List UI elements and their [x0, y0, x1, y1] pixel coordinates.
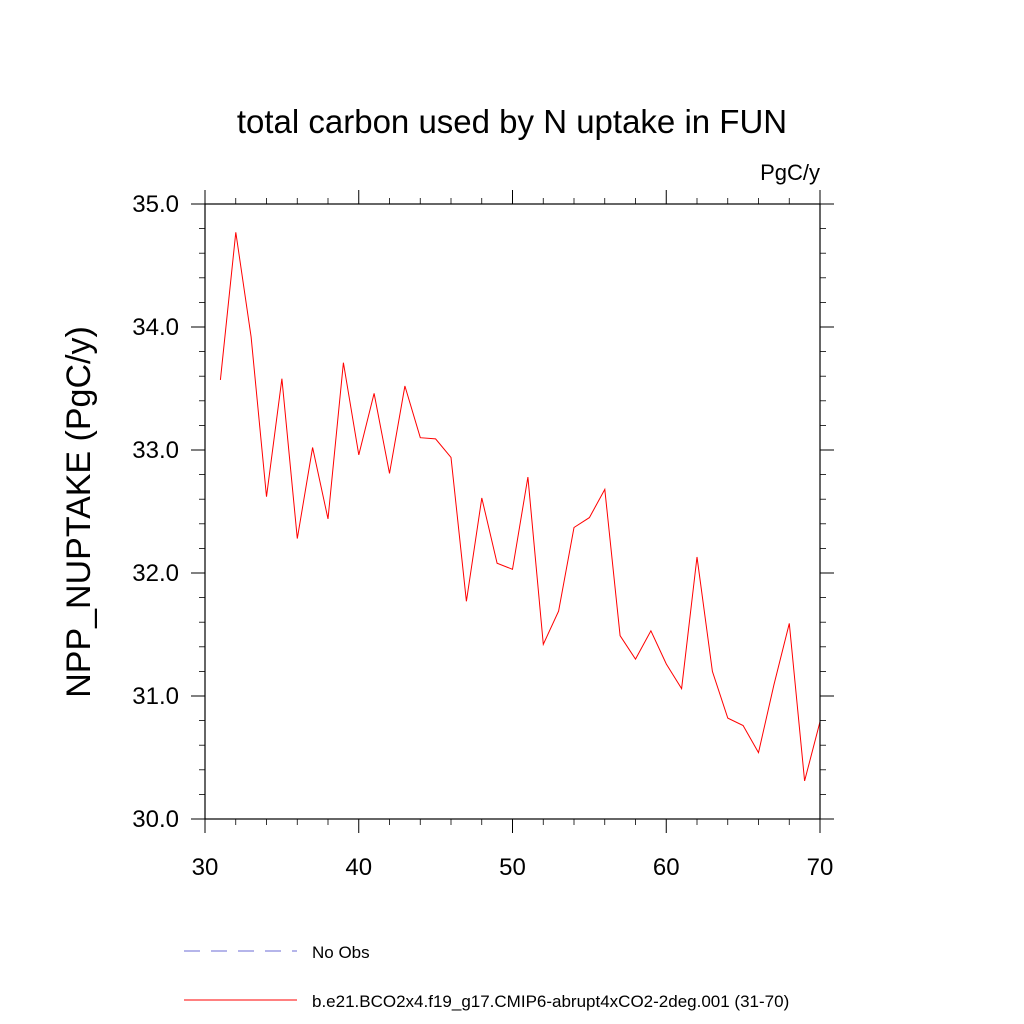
- legend: No Obs b.e21.BCO2x4.f19_g17.CMIP6-abrupt4…: [184, 943, 789, 1011]
- y-tick-label: 35.0: [132, 191, 179, 218]
- units-label: PgC/y: [760, 160, 820, 185]
- tick-labels: 30 40 50 60 70 30.0 31.0 32.0 33.0 34.0 35.0: [132, 191, 833, 881]
- y-tick-label: 33.0: [132, 437, 179, 464]
- y-tick-label: 32.0: [132, 560, 179, 587]
- y-tick-label: 31.0: [132, 683, 179, 710]
- series-group: [219, 232, 821, 782]
- x-tick-label: 30: [192, 854, 219, 881]
- chart-title: total carbon used by N uptake in FUN: [237, 103, 787, 140]
- legend-label: b.e21.BCO2x4.f19_g17.CMIP6-abrupt4xCO2-2…: [312, 992, 789, 1011]
- x-tick-label: 40: [345, 854, 372, 881]
- plot-frame: [204, 203, 821, 820]
- series-line: [219, 232, 821, 782]
- y-tick-label: 34.0: [132, 314, 179, 341]
- axis-ticks: [191, 190, 834, 833]
- x-tick-label: 60: [653, 854, 680, 881]
- legend-label: No Obs: [312, 943, 370, 962]
- x-tick-label: 70: [807, 854, 834, 881]
- y-tick-label: 30.0: [132, 806, 179, 833]
- y-axis-label: NPP_NUPTAKE (PgC/y): [60, 326, 98, 698]
- x-tick-label: 50: [499, 854, 526, 881]
